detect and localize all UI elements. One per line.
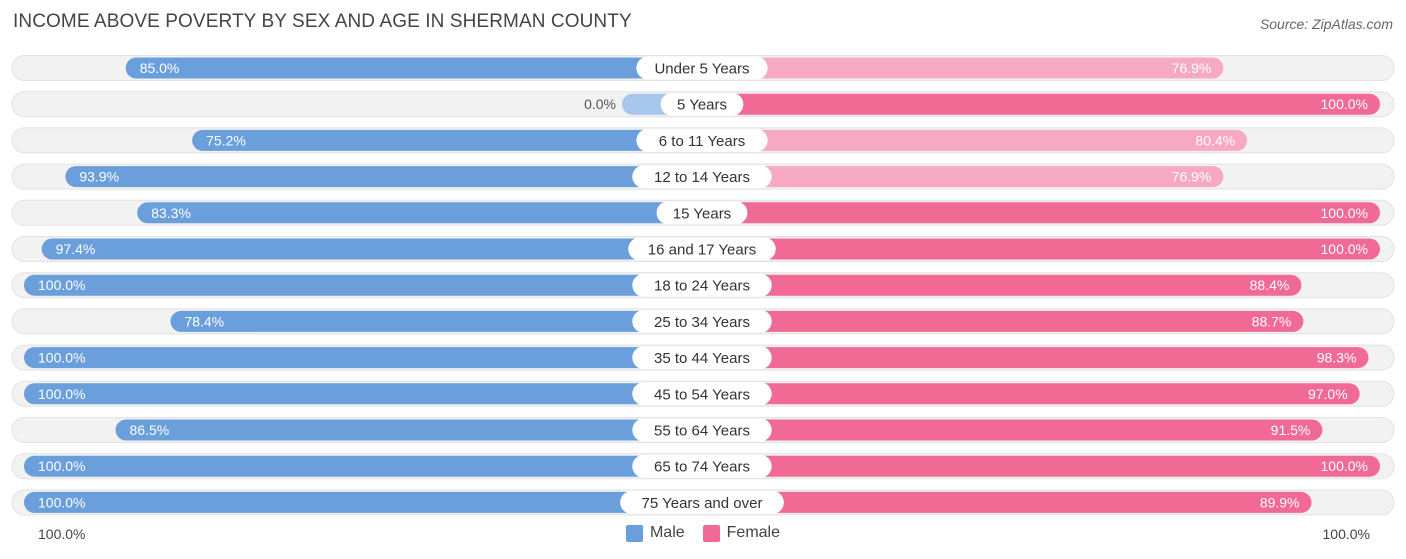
value-label-male-5-years: 0.0%	[584, 96, 616, 112]
category-label-65-to-74-years: 65 to 74 Years	[654, 459, 750, 476]
value-label-female-6-to-11-years: 80.4%	[1195, 132, 1235, 148]
category-pill-6-to-11-years	[636, 128, 768, 152]
category-pill-12-to-14-years	[632, 165, 772, 189]
legend-item-male: Male	[625, 524, 685, 542]
legend-label-male: Male	[649, 524, 685, 541]
bar-female-55-to-64-years	[702, 419, 1323, 441]
value-label-female-15-years: 100.0%	[1321, 205, 1368, 221]
bar-male-15-years	[137, 202, 702, 224]
category-pill-5-years	[660, 92, 744, 116]
bar-female-65-to-74-years	[702, 455, 1380, 477]
axis-right-label: 100.0%	[1322, 526, 1370, 542]
bar-male-16-and-17-years	[41, 238, 703, 260]
legend: Male Female	[0, 524, 1406, 542]
value-label-male-6-to-11-years: 75.2%	[206, 132, 246, 148]
value-label-male-45-to-54-years: 100.0%	[38, 386, 85, 402]
category-pill-under-5-years	[636, 56, 768, 80]
axis-left-label: 100.0%	[38, 526, 86, 542]
category-pill-55-to-64-years	[632, 418, 772, 442]
category-label-16-and-17-years: 16 and 17 Years	[648, 242, 756, 259]
bar-female-12-to-14-years	[702, 166, 1224, 188]
value-label-female-5-years: 100.0%	[1321, 96, 1368, 112]
value-label-male-12-to-14-years: 93.9%	[79, 169, 119, 185]
value-label-male-35-to-44-years: 100.0%	[38, 350, 85, 366]
category-label-35-to-44-years: 35 to 44 Years	[654, 350, 750, 367]
category-pill-35-to-44-years	[632, 346, 772, 370]
bar-male-6-to-11-years	[192, 129, 703, 151]
bar-male-12-to-14-years	[65, 166, 702, 188]
category-label-25-to-34-years: 25 to 34 Years	[654, 314, 750, 331]
category-pill-75-years-and-over	[620, 490, 784, 514]
category-label-under-5-years: Under 5 Years	[654, 61, 749, 78]
value-label-female-16-and-17-years: 100.0%	[1321, 241, 1368, 257]
bar-female-75-years-and-over	[702, 491, 1312, 513]
legend-item-female: Female	[702, 524, 781, 542]
category-label-12-to-14-years: 12 to 14 Years	[654, 169, 750, 186]
value-label-male-25-to-34-years: 78.4%	[184, 313, 224, 329]
category-pill-15-years	[656, 201, 748, 225]
bar-chart: 85.0% 76.9% Under 5 Years 0.0% 100.0% 5 Years…	[11, 55, 1395, 516]
bar-male-65-to-74-years	[24, 455, 702, 477]
bar-male-45-to-54-years	[24, 383, 702, 405]
value-label-male-75-years-and-over: 100.0%	[38, 494, 85, 510]
value-label-female-75-years-and-over: 89.9%	[1260, 494, 1300, 510]
bar-female-under-5-years	[702, 57, 1224, 79]
category-label-45-to-54-years: 45 to 54 Years	[654, 386, 750, 403]
legend-swatch-male	[625, 524, 643, 542]
category-label-75-years-and-over: 75 Years and over	[642, 495, 763, 512]
category-label-5-years: 5 Years	[677, 97, 727, 114]
bar-female-35-to-44-years	[702, 347, 1369, 369]
bar-female-45-to-54-years	[702, 383, 1360, 405]
category-pill-16-and-17-years	[628, 237, 776, 261]
bar-female-5-years	[702, 93, 1380, 115]
bar-male-18-to-24-years	[24, 274, 702, 296]
source-label: Source: ZipAtlas.com	[1259, 16, 1393, 32]
value-label-female-under-5-years: 76.9%	[1172, 60, 1212, 76]
bar-female-18-to-24-years	[702, 274, 1302, 296]
bar-female-6-to-11-years	[702, 129, 1248, 151]
category-label-55-to-64-years: 55 to 64 Years	[654, 423, 750, 440]
bar-female-15-years	[702, 202, 1380, 224]
value-label-female-65-to-74-years: 100.0%	[1321, 458, 1368, 474]
category-pill-25-to-34-years	[632, 309, 772, 333]
value-label-male-15-years: 83.3%	[151, 205, 191, 221]
legend-label-female: Female	[726, 524, 781, 541]
value-label-male-16-and-17-years: 97.4%	[56, 241, 96, 257]
category-label-15-years: 15 Years	[673, 205, 731, 222]
chart-title: INCOME ABOVE POVERTY BY SEX AND AGE IN S…	[13, 11, 632, 32]
value-label-female-12-to-14-years: 76.9%	[1172, 169, 1212, 185]
legend-swatch-female	[702, 524, 720, 542]
bar-male-55-to-64-years	[115, 419, 702, 441]
value-label-male-18-to-24-years: 100.0%	[38, 277, 85, 293]
value-label-female-35-to-44-years: 98.3%	[1317, 350, 1357, 366]
value-label-female-25-to-34-years: 88.7%	[1252, 313, 1292, 329]
value-label-female-55-to-64-years: 91.5%	[1271, 422, 1311, 438]
value-label-male-55-to-64-years: 86.5%	[130, 422, 170, 438]
bar-male-35-to-44-years	[24, 347, 702, 369]
value-label-female-45-to-54-years: 97.0%	[1308, 386, 1348, 402]
value-label-female-18-to-24-years: 88.4%	[1250, 277, 1290, 293]
category-pill-18-to-24-years	[632, 273, 772, 297]
category-label-6-to-11-years: 6 to 11 Years	[659, 133, 745, 150]
bar-male-25-to-34-years	[170, 310, 702, 332]
category-pill-65-to-74-years	[632, 454, 772, 478]
category-label-18-to-24-years: 18 to 24 Years	[654, 278, 750, 295]
value-label-male-65-to-74-years: 100.0%	[38, 458, 85, 474]
value-label-male-under-5-years: 85.0%	[140, 60, 180, 76]
bar-female-16-and-17-years	[702, 238, 1380, 260]
bar-male-under-5-years	[125, 57, 702, 79]
category-pill-45-to-54-years	[632, 382, 772, 406]
bar-male-75-years-and-over	[24, 491, 702, 513]
bar-female-25-to-34-years	[702, 310, 1304, 332]
